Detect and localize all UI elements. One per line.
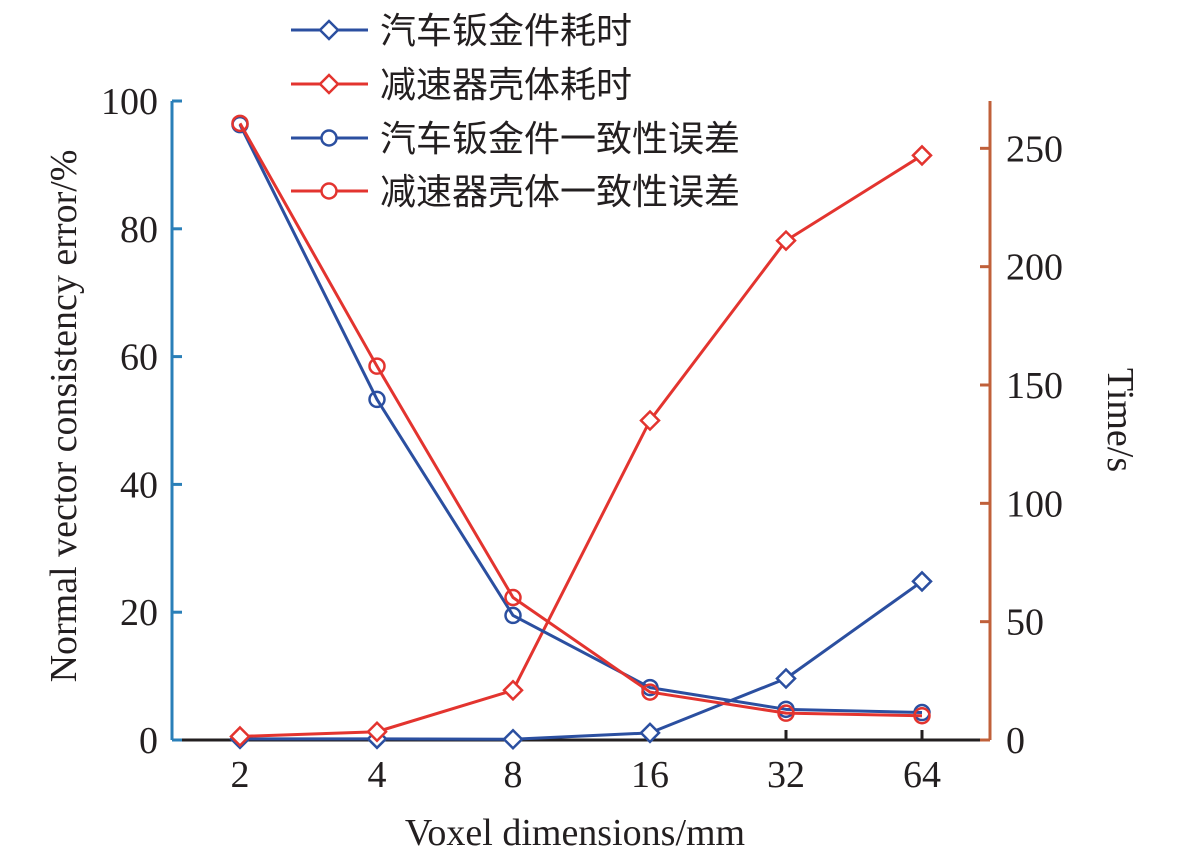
right-y-ticks: 0 50 100 150 200 250 — [980, 128, 1063, 762]
x-tick-label: 64 — [903, 754, 941, 796]
left-y-ticks: 0 20 40 60 80 100 — [101, 81, 182, 762]
left-y-tick-label: 40 — [120, 464, 158, 506]
legend-label: 汽车钣金件一致性误差 — [380, 119, 740, 160]
right-y-tick-label: 200 — [1006, 247, 1063, 289]
circle-point — [504, 588, 522, 607]
diamond-point — [366, 720, 388, 743]
diamond-point — [229, 725, 251, 748]
circle-point — [368, 357, 386, 375]
left-y-tick-label: 0 — [139, 720, 158, 762]
left-y-axis-label: Normal vector consistency error/% — [43, 150, 85, 683]
x-tick-label: 16 — [631, 754, 669, 796]
x-tick-label: 32 — [767, 754, 805, 796]
legend-label: 减速器壳体一致性误差 — [380, 172, 740, 213]
circle-point — [641, 683, 659, 701]
legend-diamond-marker — [318, 19, 340, 41]
right-y-tick-label: 0 — [1006, 720, 1025, 762]
circle-point — [368, 390, 386, 409]
series-line — [238, 123, 923, 715]
x-ticks: 2 4 8 16 32 64 — [231, 730, 941, 796]
diamond-point — [775, 667, 797, 690]
legend-label: 减速器壳体耗时 — [380, 65, 632, 106]
diamond-point — [639, 722, 661, 744]
left-y-tick-label: 100 — [101, 81, 158, 123]
left-y-tick-label: 80 — [120, 209, 158, 251]
left-y-tick-label: 20 — [120, 592, 158, 634]
series-line — [239, 154, 923, 738]
legend-label: 汽车钣金件耗时 — [380, 11, 632, 52]
right-y-tick-label: 100 — [1006, 483, 1063, 525]
diamond-point — [911, 570, 933, 593]
circle-point — [913, 706, 931, 725]
diamond-point — [775, 229, 797, 252]
x-tick-label: 8 — [504, 754, 523, 796]
series-layer — [229, 114, 933, 751]
circle-point — [777, 704, 795, 722]
legend-diamond-marker — [318, 73, 340, 95]
right-y-tick-label: 250 — [1006, 128, 1063, 170]
legend-circle-marker — [320, 129, 338, 147]
series-line — [240, 580, 923, 741]
diamond-point — [502, 679, 524, 702]
x-axis-label: Voxel dimensions/mm — [405, 812, 745, 854]
right-y-axis-label: Time/s — [1099, 368, 1141, 472]
circle-point — [504, 606, 522, 625]
circle-point — [231, 114, 249, 133]
series-line — [238, 122, 923, 718]
left-y-tick-label: 60 — [120, 337, 158, 379]
diamond-point — [639, 409, 661, 432]
legend-circle-marker — [320, 182, 338, 200]
right-y-tick-label: 150 — [1006, 365, 1063, 407]
x-tick-label: 2 — [231, 754, 250, 796]
diamond-point — [911, 144, 933, 167]
diamond-point — [502, 728, 524, 751]
right-y-tick-label: 50 — [1006, 602, 1044, 644]
x-tick-label: 4 — [368, 754, 387, 796]
